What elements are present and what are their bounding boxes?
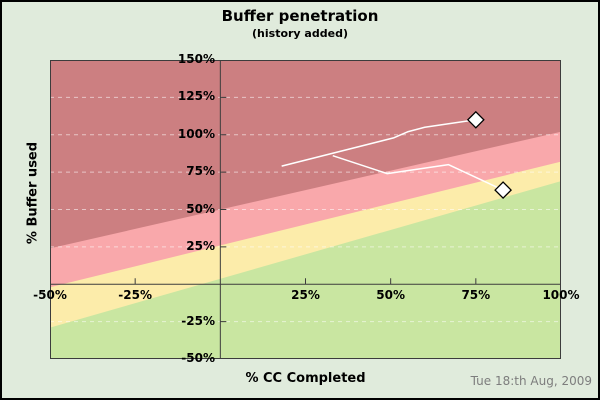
- history-upper-line: [281, 119, 476, 167]
- x-axis-title: % CC Completed: [245, 371, 366, 386]
- plot-svg: [50, 60, 561, 359]
- y-axis-title: % Buffer used: [25, 141, 41, 245]
- history-lower-diamond-marker: [494, 181, 513, 199]
- zone-green: [50, 181, 561, 359]
- history-upper-diamond-marker: [466, 110, 485, 129]
- chart-title: Buffer penetration: [221, 7, 379, 25]
- date-stamp: Tue 18:th Aug, 2009: [470, 374, 592, 388]
- history-lower-line: [332, 154, 504, 191]
- plot-border: [50, 60, 561, 359]
- chart-subtitle: (history added): [252, 27, 348, 40]
- plot-area: -50% -25% 25% 50% 75% 100% 150% 125% 100% 75% 50% 2…: [33, 52, 579, 365]
